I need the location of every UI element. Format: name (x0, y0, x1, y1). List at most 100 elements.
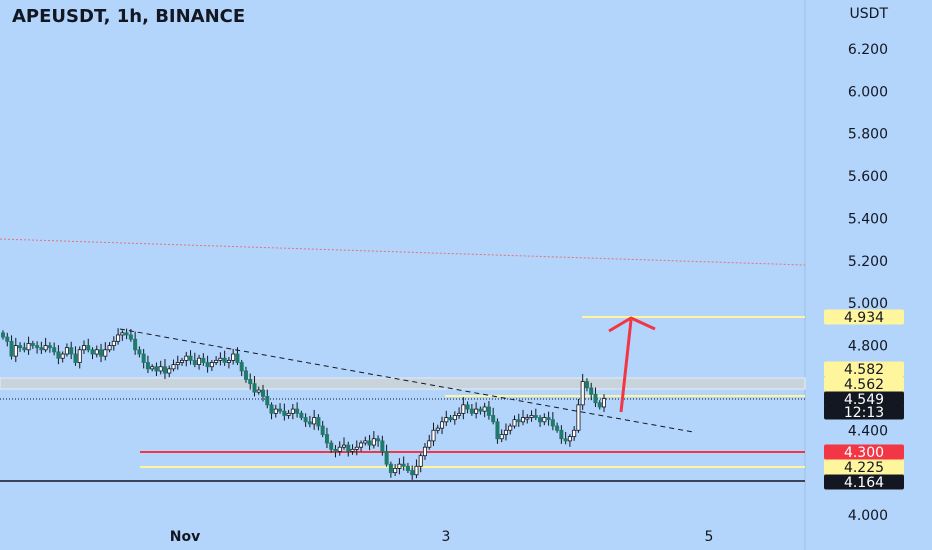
candle-down (282, 410, 287, 416)
candle-down (388, 463, 393, 474)
candle-down (555, 425, 560, 431)
candle-up (184, 355, 189, 361)
candle-down (589, 387, 594, 395)
candle-down (320, 425, 325, 435)
candle-up (120, 332, 125, 336)
candle-up (175, 362, 180, 366)
candle-up (60, 353, 65, 359)
candles-group (0, 328, 607, 480)
candle-up (576, 404, 581, 431)
candle-down (265, 395, 270, 406)
candle-up (580, 381, 585, 406)
candle-up (542, 417, 547, 423)
candle-down (154, 366, 159, 372)
price-tag-label: 12:13 (844, 405, 884, 421)
candle-up (371, 438, 376, 446)
candle-down (597, 402, 602, 408)
candle-up (256, 389, 261, 393)
candle-down (205, 362, 210, 368)
candle-up (150, 366, 155, 370)
candle-down (278, 408, 283, 412)
candle-up (43, 345, 48, 351)
candle-up (13, 345, 18, 357)
candle-down (329, 442, 334, 450)
candle-down (307, 421, 312, 425)
candle-up (231, 353, 236, 361)
candle-up (167, 368, 172, 374)
y-tick-label: 4.000 (848, 508, 888, 524)
candle-up (171, 364, 176, 370)
candle-up (474, 408, 479, 414)
candle-up (508, 425, 513, 431)
candle-down (346, 444, 351, 452)
candle-down (5, 336, 10, 342)
candle-down (22, 347, 27, 351)
candle-up (350, 448, 355, 452)
candle-up (567, 436, 572, 442)
candle-down (30, 343, 35, 346)
candle-up (341, 444, 346, 448)
candle-up (431, 429, 436, 442)
candle-down (162, 366, 167, 374)
candle-down (141, 353, 146, 363)
candle-down (299, 412, 304, 418)
price-tag-box (824, 391, 904, 407)
candle-up (440, 421, 445, 429)
candle-up (418, 455, 423, 467)
candle-up (116, 334, 121, 342)
candle-up (158, 366, 163, 372)
candle-up (107, 345, 112, 351)
candle-up (435, 427, 440, 431)
candle-down (367, 440, 372, 446)
candle-up (197, 357, 202, 366)
candle-up (393, 467, 398, 474)
resistance-zone (0, 377, 806, 390)
candle-up (218, 357, 223, 361)
candle-down (261, 389, 266, 397)
candle-up (503, 429, 508, 435)
candle-up (482, 406, 487, 412)
candle-up (209, 362, 214, 368)
candle-up (397, 463, 402, 469)
candle-down (192, 359, 197, 366)
candle-down (516, 419, 521, 423)
candle-up (214, 359, 219, 363)
candle-up (363, 440, 368, 444)
candle-up (64, 347, 69, 355)
candle-up (286, 412, 291, 416)
candle-down (295, 408, 300, 414)
candle-up (525, 417, 530, 420)
candle-down (324, 434, 329, 444)
candle-up (103, 349, 108, 357)
candle-up (457, 412, 462, 416)
candle-up (77, 349, 82, 363)
price-tag-label: 4.562 (844, 377, 884, 393)
candle-down (538, 417, 543, 423)
candle-up (521, 417, 526, 423)
annotations (0, 238, 806, 482)
candle-down (401, 463, 406, 467)
candle-down (448, 417, 453, 421)
candle-down (410, 470, 415, 476)
candle-down (469, 408, 474, 414)
candle-down (584, 381, 589, 389)
candle-down (380, 440, 385, 452)
candle-down (133, 338, 138, 351)
candle-down (248, 379, 253, 385)
price-tag-box (824, 361, 904, 377)
candle-down (124, 332, 129, 336)
candle-down (39, 347, 44, 351)
candle-up (422, 446, 427, 457)
candle-down (222, 357, 227, 363)
price-tag-label: 4.934 (844, 310, 884, 326)
currency-label: USDT (850, 6, 889, 22)
candle-down (73, 353, 78, 363)
candle-down (563, 438, 568, 442)
candle-down (405, 465, 410, 471)
candle-down (252, 383, 257, 393)
candle-down (201, 357, 206, 363)
x-axis-ticks: Nov 3 5 (170, 529, 714, 545)
candle-down (188, 355, 193, 361)
